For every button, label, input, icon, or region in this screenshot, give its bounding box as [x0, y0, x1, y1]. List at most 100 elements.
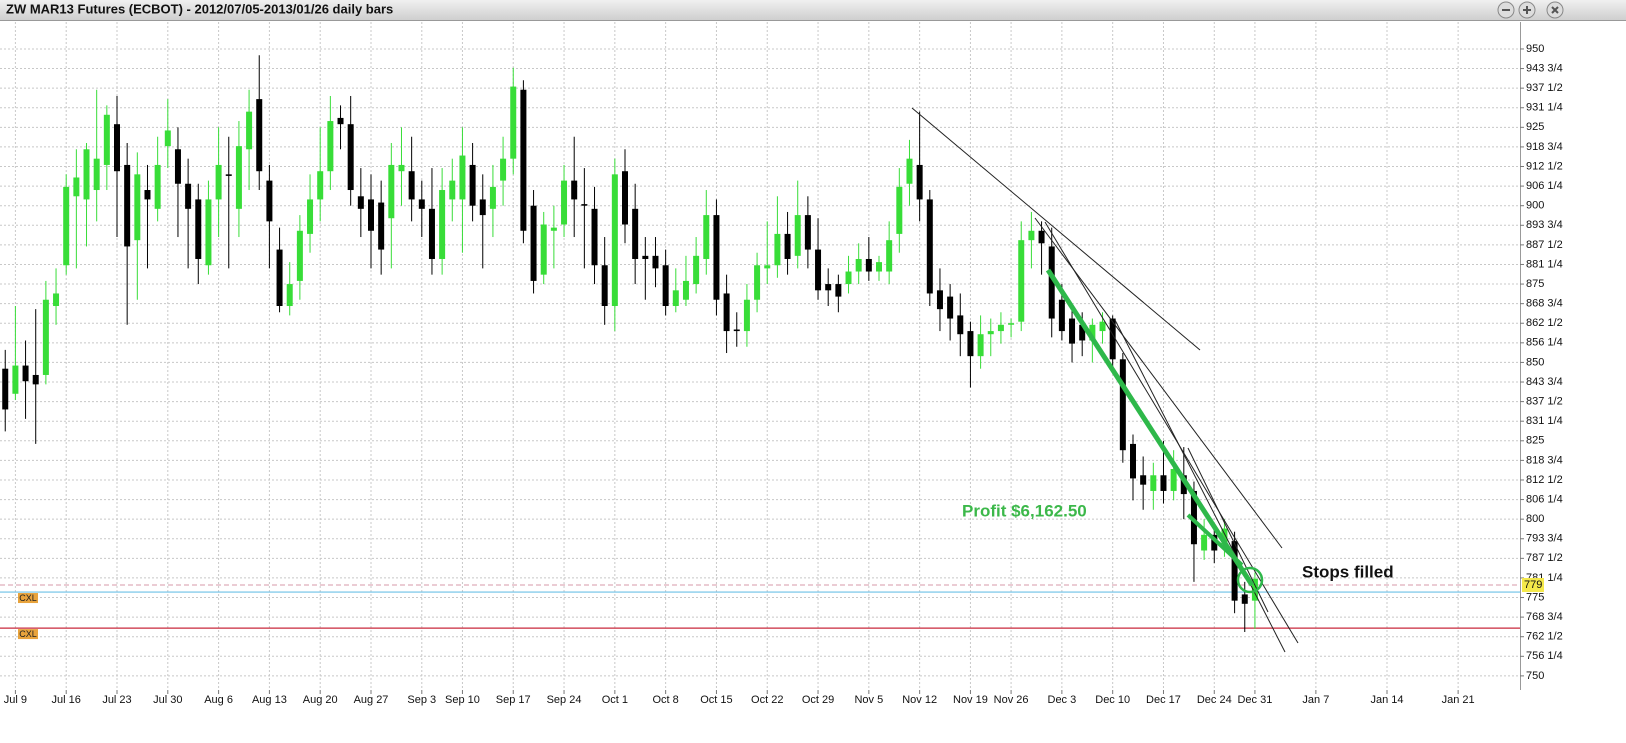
y-tick-label: 837 1/2: [1526, 396, 1563, 408]
candle-body: [510, 86, 517, 159]
order-tag: [18, 629, 38, 640]
order-tag-label: CXL: [19, 593, 37, 603]
candle-body: [1211, 534, 1218, 551]
order-tag: [18, 593, 38, 604]
y-tick-label: 818 3/4: [1526, 454, 1563, 466]
y-tick-label: 787 1/2: [1526, 552, 1563, 564]
trendlines: [911, 107, 1299, 653]
x-tick-label: Dec 24: [1197, 694, 1232, 706]
candle-body: [1241, 594, 1248, 604]
trend-arrow: [1186, 513, 1244, 567]
x-tick-label: Oct 15: [700, 694, 732, 706]
candle-body: [205, 199, 212, 266]
candle-body: [388, 164, 395, 219]
y-tick-label: 750: [1526, 670, 1544, 682]
x-tick-label: Sep 10: [445, 694, 480, 706]
y-tick-label: 850: [1526, 356, 1544, 368]
candle-body: [733, 329, 740, 332]
y-tick-label: 925: [1526, 121, 1544, 133]
trendline: [1114, 319, 1286, 653]
candle-body: [977, 334, 984, 357]
candle-body: [815, 249, 822, 291]
maximize-icon: [1523, 6, 1531, 14]
candle-body: [561, 180, 568, 225]
candle-body: [1008, 323, 1015, 325]
x-tick-label: Dec 3: [1048, 694, 1077, 706]
candle-body: [611, 174, 618, 307]
candle-body: [825, 284, 832, 291]
candle-body: [1190, 490, 1197, 545]
candle-body: [398, 164, 405, 172]
x-tick-label: Jan 7: [1302, 694, 1329, 706]
candle-body: [63, 186, 70, 266]
candle-body: [1109, 318, 1116, 360]
y-tick-label: 881 1/4: [1526, 258, 1563, 270]
candle-body: [195, 199, 202, 259]
candle-body: [1180, 475, 1187, 495]
y-tick-label: 768 3/4: [1526, 611, 1563, 623]
candle-body: [428, 208, 435, 259]
candle-body: [1058, 299, 1065, 332]
candle-body: [235, 146, 242, 209]
candle-body: [926, 199, 933, 294]
candle-body: [784, 233, 791, 259]
candle-body: [12, 365, 19, 394]
trendline: [1187, 447, 1269, 613]
order-tag-label: CXL: [19, 629, 37, 639]
candle-body: [1160, 475, 1167, 491]
candle-body: [368, 199, 374, 231]
y-tick-label: 856 1/4: [1526, 337, 1563, 349]
candle-body: [347, 124, 354, 191]
candle-body: [469, 164, 476, 206]
x-tick-label: Sep 17: [496, 694, 531, 706]
candle-body: [1069, 318, 1076, 344]
candle-body: [225, 174, 232, 176]
candle-body: [540, 224, 547, 275]
candle-body: [307, 199, 314, 234]
candle-body: [1140, 475, 1147, 485]
candle-body: [1048, 246, 1055, 319]
candle-body: [865, 258, 872, 272]
y-tick-label: 843 3/4: [1526, 376, 1563, 388]
x-tick-label: Jan 21: [1442, 694, 1475, 706]
y-tick-label: 875: [1526, 278, 1544, 290]
candle-body: [906, 158, 913, 184]
candle-body: [693, 255, 700, 285]
candle-body: [134, 174, 141, 241]
candle-body: [408, 171, 415, 200]
candle-body: [2, 368, 9, 410]
x-tick-label: Aug 6: [204, 694, 233, 706]
candle-body: [1150, 475, 1157, 491]
candle-body: [256, 99, 263, 172]
y-tick-label: 887 1/2: [1526, 239, 1563, 251]
candle-body: [581, 204, 588, 206]
candle-body: [916, 164, 923, 200]
window-title: ZW MAR13 Futures (ECBOT) - 2012/07/05-20…: [6, 1, 393, 16]
candle-body: [682, 280, 689, 300]
y-tick-label: 800: [1526, 513, 1544, 525]
candle-body: [530, 205, 537, 281]
candle-body: [1099, 321, 1106, 332]
candle-body: [296, 230, 303, 281]
candle-body: [703, 215, 710, 259]
candle-body: [804, 215, 811, 250]
candle-body: [489, 186, 496, 209]
candle-body: [215, 164, 222, 200]
x-tick-label: Dec 10: [1095, 694, 1130, 706]
candle-body: [743, 299, 750, 332]
x-tick-label: Aug 13: [252, 694, 287, 706]
candle-body: [1201, 534, 1208, 551]
candle-body: [357, 196, 364, 209]
candle-body: [1130, 443, 1136, 479]
x-tick-label: Sep 24: [547, 694, 582, 706]
candle-body: [1038, 230, 1045, 244]
y-tick-label: 756 1/4: [1526, 650, 1563, 662]
x-tick-label: Nov 26: [994, 694, 1029, 706]
candle-body: [276, 249, 283, 307]
candle-body: [73, 177, 80, 197]
grid: [0, 22, 1520, 690]
y-tick-label: 793 3/4: [1526, 533, 1563, 545]
candle-body: [266, 180, 273, 222]
x-tick-label: Aug 20: [303, 694, 338, 706]
